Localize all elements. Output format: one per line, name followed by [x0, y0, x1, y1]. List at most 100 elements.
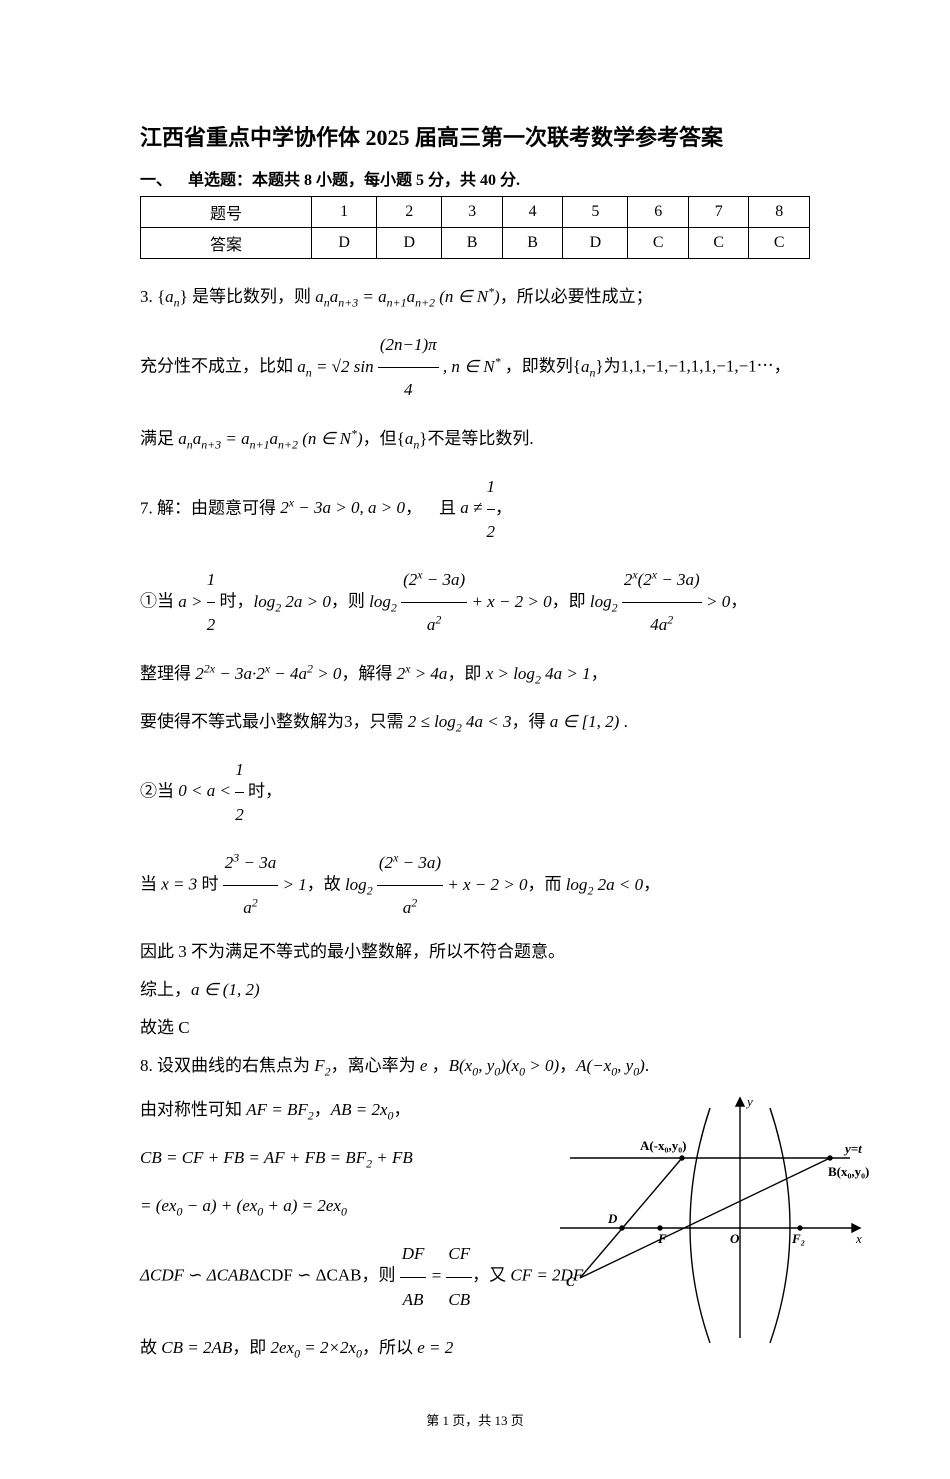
text: ，则	[331, 592, 369, 611]
text: ，即	[232, 1338, 270, 1357]
point-a	[680, 1156, 684, 1160]
q7-line-6: 当 x = 3 时 23 − 3aa2 > 1，故 log2 (2x − 3a)…	[140, 841, 810, 930]
q7-line-1: 7. 解：由题意可得 2x − 3a > 0, a > 0， 且 a ≠ 12，	[140, 465, 810, 554]
point-f2-label: F₂	[791, 1231, 805, 1246]
text: ，	[393, 1100, 410, 1119]
point-c-label: C	[566, 1274, 575, 1289]
q7-line-2: ①当 a > 12 时，log2 2a > 0，则 log2 (2x − 3a)…	[140, 558, 810, 647]
section-1-heading: 一、 单选题：本题共 8 小题，每小题 5 分，共 40 分.	[140, 166, 810, 190]
table-row: 题号 1 2 3 4 5 6 7 8	[141, 197, 810, 228]
q7-line-5: ②当 0 < a < 12 时，	[140, 748, 810, 837]
row-label: 答案	[141, 228, 312, 259]
document-title: 江西省重点中学协作体 2025 届高三第一次联考数学参考答案	[140, 120, 810, 152]
text: ，但	[363, 429, 397, 448]
q3-line-3: 满足 anan+3 = an+1an+2 (n ∈ N*)，但{an}不是等比数…	[140, 417, 810, 461]
answer-cell: B	[442, 228, 503, 259]
x-axis-label: x	[855, 1231, 862, 1246]
hyperbola-figure: y x A(-x₀,y₀) B(x₀,y₀) y=t D F O F₂ C	[540, 1088, 870, 1348]
q3-line-2: 充分性不成立，比如 an = √2 sin (2n−1)π4 , n ∈ N* …	[140, 323, 810, 412]
text: ΔCDF ∽ ΔCAB，则	[249, 1266, 400, 1285]
q3-line-1: 3. {an} 是等比数列，则 anan+3 = an+1an+2 (n ∈ N…	[140, 275, 810, 319]
text: 故	[140, 1338, 161, 1357]
text: ，	[495, 498, 512, 517]
text: 要使得不等式最小整数解为	[140, 712, 344, 731]
col-num: 8	[749, 197, 810, 228]
text: ①当	[140, 592, 178, 611]
point-b-label: B(x₀,y₀)	[828, 1164, 869, 1179]
yt-label: y=t	[843, 1141, 862, 1156]
q7-line-4: 要使得不等式最小整数解为3，只需 2 ≤ log2 4a < 3，得 a ∈ […	[140, 700, 810, 744]
q7-line-9: 故选 C	[140, 1011, 810, 1045]
text: ，离心率为	[331, 1056, 416, 1075]
text: ，即	[447, 664, 485, 683]
text: 为	[604, 357, 621, 376]
text: ，只需	[353, 712, 408, 731]
text: 是等比数列，则	[188, 287, 316, 306]
text: .	[645, 1056, 649, 1075]
text: ，所以必要性成立；	[500, 287, 653, 306]
point-f2	[798, 1226, 802, 1230]
answer-cell: C	[688, 228, 749, 259]
answer-cell: D	[312, 228, 377, 259]
point-b	[828, 1156, 832, 1160]
text: ，得	[512, 712, 550, 731]
line-cb	[580, 1158, 830, 1278]
point-d-label: D	[607, 1211, 618, 1226]
text: ，即数列	[501, 357, 573, 376]
answer-table: 题号 1 2 3 4 5 6 7 8 答案 D D B B D C C C	[140, 196, 810, 259]
text: 当	[140, 875, 161, 894]
q7-line-7: 因此 3 不为满足不等式的最小整数解，所以不符合题意。	[140, 935, 810, 969]
q7-line-3: 整理得 22x − 3a·2x − 4a2 > 0，解得 2x > 4a，即 x…	[140, 652, 810, 696]
text: ，所以	[362, 1338, 417, 1357]
text: ，	[432, 1056, 449, 1075]
col-num: 2	[377, 197, 442, 228]
text: .	[619, 712, 628, 731]
point-d	[620, 1226, 624, 1230]
point-f-label: F	[657, 1231, 667, 1246]
point-o-label: O	[730, 1231, 740, 1246]
text: ，	[774, 357, 791, 376]
text: 由对称性可知	[140, 1100, 246, 1119]
col-num: 1	[312, 197, 377, 228]
row-label: 题号	[141, 197, 312, 228]
text: 综上，	[140, 980, 191, 999]
answer-cell: C	[628, 228, 689, 259]
hyperbola-right	[770, 1108, 790, 1343]
line-ca	[580, 1158, 682, 1278]
text: ，	[643, 875, 660, 894]
hyperbola-left	[690, 1108, 710, 1343]
text: ，即	[552, 592, 590, 611]
text: 整理得	[140, 664, 195, 683]
point-f	[658, 1226, 662, 1230]
page: 江西省重点中学协作体 2025 届高三第一次联考数学参考答案 一、 单选题：本题…	[0, 0, 950, 1479]
text: ，又	[472, 1266, 510, 1285]
answer-cell: B	[502, 228, 563, 259]
col-num: 7	[688, 197, 749, 228]
text: ，解得	[341, 664, 396, 683]
col-num: 6	[628, 197, 689, 228]
q7-line-8: 综上，a ∈ (1, 2)	[140, 973, 810, 1007]
answer-cell: C	[749, 228, 810, 259]
text: 满足	[140, 429, 178, 448]
y-axis-label: y	[745, 1094, 753, 1109]
text: ， 且	[405, 498, 460, 517]
text: 时，	[244, 781, 282, 800]
text: 不是等比数列.	[427, 429, 533, 448]
point-a-label: A(-x₀,y₀)	[640, 1138, 686, 1153]
text: 充分性不成立，比如	[140, 357, 297, 376]
col-num: 3	[442, 197, 503, 228]
text: ，	[559, 1056, 576, 1075]
text: ②当	[140, 781, 178, 800]
answer-cell: D	[563, 228, 628, 259]
arrow-icon	[736, 1098, 744, 1106]
answer-cell: D	[377, 228, 442, 259]
text: 时，	[215, 592, 253, 611]
col-num: 4	[502, 197, 563, 228]
q8-line-1: 8. 设双曲线的右焦点为 F2，离心率为 e ，B(x0, y0)(x0 > 0…	[140, 1049, 810, 1084]
text: 时	[197, 875, 223, 894]
text: ，而	[527, 875, 565, 894]
text: ，	[591, 664, 608, 683]
text: ，故	[307, 875, 345, 894]
q8-body-with-figure: y x A(-x₀,y₀) B(x₀,y₀) y=t D F O F₂ C 由对…	[140, 1088, 810, 1370]
table-row: 答案 D D B B D C C C	[141, 228, 810, 259]
